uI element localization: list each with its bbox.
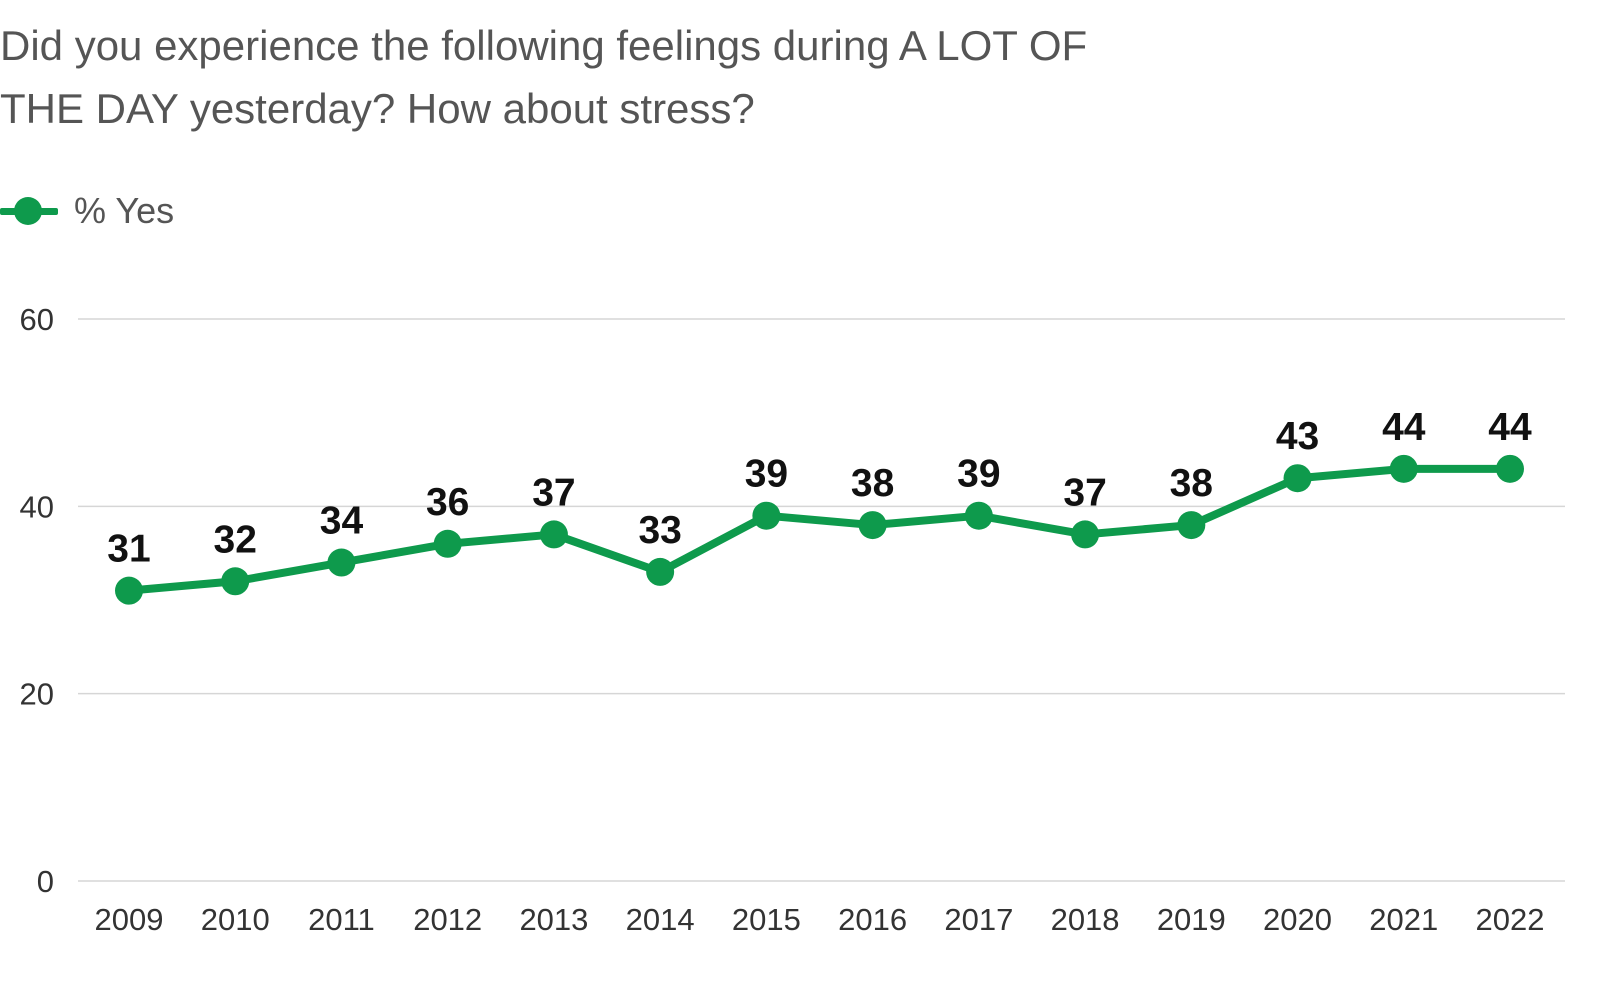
- chart-title: Did you experience the following feeling…: [0, 22, 1088, 132]
- x-tick-label: 2019: [1157, 902, 1226, 937]
- y-axis-ticks: 0 20 40 60: [20, 302, 54, 899]
- data-point: [646, 557, 675, 586]
- legend: % Yes: [0, 186, 174, 236]
- data-point: [327, 548, 356, 577]
- x-tick-label: 2014: [626, 902, 695, 937]
- y-tick-label: 0: [37, 864, 54, 899]
- data-label: 38: [851, 462, 894, 505]
- series-line: [125, 464, 1514, 595]
- x-tick-label: 2011: [308, 902, 375, 937]
- data-point: [433, 529, 462, 558]
- x-tick-label: 2016: [838, 902, 907, 937]
- data-label: 37: [532, 471, 575, 514]
- data-labels: 31 32 34 36 37 33 39 38 39 37 38 43 44 44: [107, 406, 1532, 571]
- data-point: [1283, 464, 1312, 493]
- data-label: 39: [957, 453, 1000, 496]
- data-point: [1496, 454, 1524, 483]
- grid-layer: [78, 318, 1565, 882]
- data-label: 36: [426, 481, 469, 524]
- data-label: 33: [638, 509, 681, 552]
- x-tick-label: 2010: [201, 902, 270, 937]
- data-point: [115, 576, 143, 605]
- legend-label: % Yes: [74, 190, 175, 231]
- data-point: [1389, 454, 1418, 483]
- data-point: [1071, 520, 1100, 549]
- data-label: 39: [745, 453, 788, 496]
- y-tick-label: 40: [20, 489, 54, 524]
- data-label: 44: [1488, 406, 1532, 449]
- data-label: 34: [320, 500, 364, 543]
- series-layer: [115, 454, 1524, 605]
- legend-dot: [14, 197, 42, 225]
- y-tick-label: 20: [20, 677, 54, 712]
- data-label: 32: [214, 518, 257, 561]
- x-tick-label: 2022: [1476, 902, 1545, 937]
- x-tick-label: 2013: [519, 902, 588, 937]
- data-label: 38: [1170, 462, 1213, 505]
- data-label: 37: [1063, 471, 1106, 514]
- x-tick-label: 2009: [95, 902, 164, 937]
- x-tick-label: 2017: [944, 902, 1013, 937]
- x-tick-label: 2018: [1051, 902, 1120, 937]
- x-tick-label: 2012: [413, 902, 482, 937]
- x-axis-ticks: 2009 2010 2011 2012 2013 2014 2015 2016 2017 2018…: [95, 902, 1545, 937]
- legend-marker-icon: [0, 196, 58, 226]
- data-label: 44: [1382, 406, 1426, 449]
- data-point: [1177, 511, 1206, 540]
- data-point: [964, 501, 993, 530]
- x-tick-label: 2015: [732, 902, 801, 937]
- data-label: 43: [1276, 415, 1319, 458]
- x-tick-label: 2021: [1369, 902, 1438, 937]
- data-point: [539, 520, 568, 549]
- data-point: [221, 567, 250, 596]
- data-point: [752, 501, 781, 530]
- x-tick-label: 2020: [1263, 902, 1332, 937]
- y-tick-label: 60: [20, 302, 54, 337]
- data-label: 31: [107, 528, 150, 571]
- data-point: [858, 511, 887, 540]
